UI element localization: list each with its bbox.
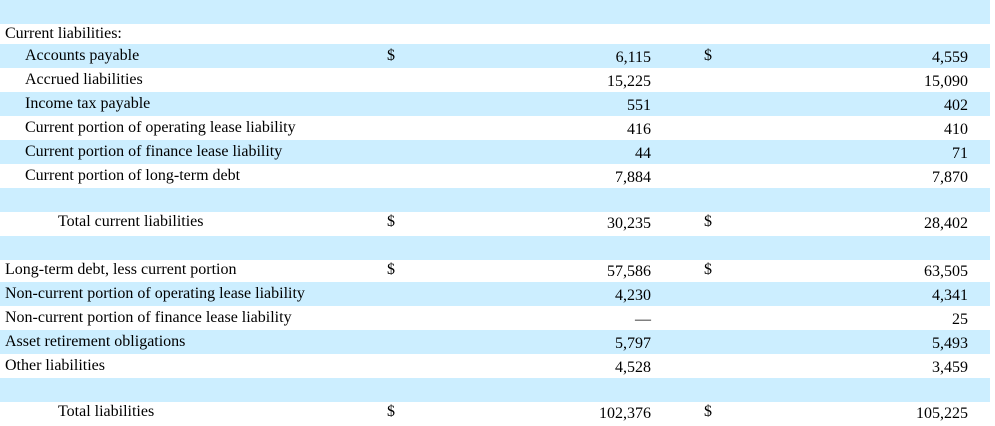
value-col2: 3,459 bbox=[932, 359, 968, 376]
value-col1: 30,235 bbox=[607, 215, 651, 232]
value-col1: 4,528 bbox=[615, 359, 651, 376]
value-col2: 4,559 bbox=[932, 49, 968, 66]
table-row: Total liabilities $102,376 $105,225 bbox=[0, 400, 990, 424]
row-label: Total current liabilities bbox=[58, 213, 204, 230]
value-col1: 44 bbox=[635, 145, 651, 162]
currency-symbol-col2: $ bbox=[704, 261, 712, 278]
table-row: Long-term debt, less current portion $57,… bbox=[0, 258, 990, 282]
value-col2: 71 bbox=[952, 145, 968, 162]
row-label: Other liabilities bbox=[5, 357, 105, 374]
value-col2: 402 bbox=[944, 97, 968, 114]
row-label: Long-term debt, less current portion bbox=[5, 261, 237, 278]
table-row: Accrued liabilities 15,225 15,090 bbox=[0, 68, 990, 92]
currency-symbol-col2: $ bbox=[704, 47, 712, 64]
table-row: Current portion of finance lease liabili… bbox=[0, 140, 990, 164]
currency-symbol-col1: $ bbox=[387, 213, 395, 230]
row-label: Income tax payable bbox=[25, 95, 151, 112]
value-col2: 28,402 bbox=[924, 215, 968, 232]
currency-symbol-col1: $ bbox=[387, 47, 395, 64]
spacer-row bbox=[0, 0, 990, 24]
value-col2: 7,870 bbox=[932, 169, 968, 186]
value-col2: 4,341 bbox=[932, 287, 968, 304]
row-label: Non-current portion of finance lease lia… bbox=[5, 309, 292, 326]
table-row: Accounts payable $6,115 $4,559 bbox=[0, 44, 990, 68]
currency-symbol-col2: $ bbox=[704, 403, 712, 420]
value-col1: — bbox=[635, 311, 651, 328]
value-col2: 5,493 bbox=[932, 335, 968, 352]
row-label: Accrued liabilities bbox=[25, 71, 143, 88]
value-col1: 5,797 bbox=[615, 335, 651, 352]
row-label: Non-current portion of operating lease l… bbox=[5, 285, 305, 302]
value-col2: 25 bbox=[952, 311, 968, 328]
value-col1: 15,225 bbox=[607, 73, 651, 90]
row-label: Current portion of operating lease liabi… bbox=[25, 119, 296, 136]
row-label: Total liabilities bbox=[58, 403, 155, 420]
currency-symbol-col2: $ bbox=[704, 213, 712, 230]
currency-symbol-col1: $ bbox=[387, 403, 395, 420]
table-row: Other liabilities 4,528 3,459 bbox=[0, 354, 990, 378]
value-col1: 6,115 bbox=[615, 49, 651, 66]
value-col1: 4,230 bbox=[615, 287, 651, 304]
table-row: Income tax payable 551 402 bbox=[0, 92, 990, 116]
value-col1: 551 bbox=[627, 97, 651, 114]
value-col1: 416 bbox=[627, 121, 651, 138]
value-col1: 7,884 bbox=[615, 169, 651, 186]
value-col2: 63,505 bbox=[924, 263, 968, 280]
value-col1: 57,586 bbox=[607, 263, 651, 280]
spacer-row bbox=[0, 236, 990, 260]
row-label: Current portion of long-term debt bbox=[25, 167, 241, 184]
table-row: Non-current portion of operating lease l… bbox=[0, 282, 990, 306]
table-row: Total current liabilities $30,235 $28,402 bbox=[0, 210, 990, 234]
value-col1: 102,376 bbox=[599, 405, 651, 422]
row-label: Current portion of finance lease liabili… bbox=[25, 143, 283, 160]
value-col2: 15,090 bbox=[924, 73, 968, 90]
spacer-row bbox=[0, 378, 990, 402]
value-col2: 105,225 bbox=[916, 405, 968, 422]
row-label: Current liabilities: bbox=[5, 25, 122, 42]
table-row: Current liabilities: bbox=[0, 22, 990, 46]
table-row: Non-current portion of finance lease lia… bbox=[0, 306, 990, 330]
row-label: Accounts payable bbox=[25, 47, 140, 64]
table-row: Asset retirement obligations 5,797 5,493 bbox=[0, 330, 990, 354]
table-row: Current portion of long-term debt 7,884 7,… bbox=[0, 164, 990, 188]
spacer-row bbox=[0, 188, 990, 212]
row-label: Asset retirement obligations bbox=[5, 333, 186, 350]
table-row: Current portion of operating lease liabi… bbox=[0, 116, 990, 140]
currency-symbol-col1: $ bbox=[387, 261, 395, 278]
value-col2: 410 bbox=[944, 121, 968, 138]
